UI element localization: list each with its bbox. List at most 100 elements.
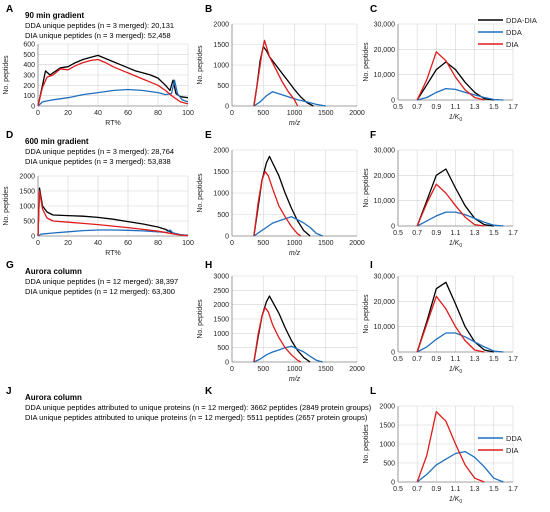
x-tick-label-c: 0.7 — [412, 104, 422, 111]
y-tick-label-b: 500 — [217, 83, 229, 90]
x-tick-label-d: 40 — [94, 240, 102, 247]
series-line-a-dia — [37, 58, 189, 107]
x-tick-label-l: 0.5 — [393, 486, 403, 493]
y-tick-label-l: 2000 — [379, 404, 395, 411]
y-tick-label-d: 0 — [31, 234, 35, 241]
y-tick-label-l: 0 — [391, 480, 395, 487]
y-axis-label-b: No. peptides — [197, 45, 204, 85]
y-tick-label-f: 30,000 — [374, 148, 396, 155]
x-tick-label-i: 1.7 — [508, 356, 518, 363]
x-axis-label-i: 1/K0 — [449, 366, 463, 375]
series-line-b-dda — [253, 91, 326, 107]
chart-f: 0 10,000 20,000 30,000 0.5 0.7 0.9 1.1 1.3 1.5 1.7… — [363, 148, 518, 250]
y-tick-label-l: 500 — [383, 461, 395, 468]
y-tick-label-e: 0 — [225, 234, 229, 241]
y-tick-label-f: 0 — [391, 224, 395, 231]
chart-d: 0 500 1000 1500 2000 0 20 40 60 80 100 RT% No. pepti… — [3, 174, 194, 258]
y-tick-label-h: 0 — [225, 360, 229, 367]
y-tick-label-b: 2000 — [213, 22, 229, 29]
x-tick-label-h: 500 — [257, 366, 269, 373]
y-tick-label-h: 2000 — [213, 302, 229, 309]
x-tick-label-c: 1.7 — [508, 104, 518, 111]
x-tick-label-c: 1.5 — [489, 104, 499, 111]
series-line-i-dda-dia — [416, 281, 494, 353]
series-line-c-dia — [416, 51, 485, 101]
series-line-e-dda-dia — [253, 155, 311, 237]
y-tick-label-e: 500 — [217, 212, 229, 219]
legend-l-label-dia: DIA — [506, 446, 519, 455]
y-tick-label-c: 10,000 — [374, 72, 396, 79]
series-line-d-dia — [37, 190, 189, 237]
x-axis-label-l: 1/K0 — [449, 496, 463, 505]
x-tick-label-d: 0 — [36, 240, 40, 247]
series-line-e-dda — [253, 216, 323, 237]
y-tick-label-b: 1500 — [213, 42, 229, 49]
y-tick-label-d: 2000 — [19, 174, 35, 181]
x-tick-label-d: 80 — [154, 240, 162, 247]
x-tick-label-l: 0.9 — [431, 486, 441, 493]
y-tick-label-i: 20,000 — [374, 299, 396, 306]
x-tick-label-c: 0.9 — [431, 104, 441, 111]
x-tick-label-h: 2000 — [349, 366, 365, 373]
y-tick-label-i: 30,000 — [374, 274, 396, 281]
y-tick-label-a: 100 — [23, 93, 35, 100]
y-axis-label-a: No. peptides — [3, 55, 10, 95]
legend: DDA-DIA DDA DIA — [478, 16, 537, 49]
x-tick-label-d: 100 — [182, 240, 194, 247]
x-tick-label-a: 40 — [94, 110, 102, 117]
series-line-d-dda-dia — [37, 187, 189, 237]
legend-label-dda: DDA — [506, 28, 522, 37]
x-tick-label-l: 1.5 — [489, 486, 499, 493]
y-axis-label-l: No. peptides — [363, 424, 370, 464]
x-tick-label-f: 0.9 — [431, 230, 441, 237]
x-tick-label-l: 0.7 — [412, 486, 422, 493]
section-title-aurora: Aurora column — [25, 267, 82, 276]
chart-c: 0 10,000 20,000 30,000 0.5 0.7 0.9 1.1 1.3 1.5 1.7… — [363, 22, 518, 124]
x-tick-label-e: 1000 — [287, 240, 303, 247]
x-tick-label-l: 1.3 — [470, 486, 480, 493]
x-axis-label-b: m/z — [289, 120, 301, 127]
y-tick-label-a: 600 — [23, 42, 35, 49]
y-tick-label-d: 1500 — [19, 189, 35, 196]
x-tick-label-f: 0.5 — [393, 230, 403, 237]
x-tick-label-f: 1.5 — [489, 230, 499, 237]
section-line-aurora-dda: DDA unique peptides (n = 12 merged): 38,… — [25, 277, 178, 286]
y-tick-label-b: 1000 — [213, 63, 229, 70]
y-tick-label-l: 1500 — [379, 423, 395, 430]
series-line-i-dda — [416, 332, 504, 353]
x-tick-label-d: 60 — [124, 240, 132, 247]
y-tick-label-e: 1500 — [213, 169, 229, 176]
series-line-f-dda — [416, 211, 504, 227]
x-tick-label-c: 1.1 — [451, 104, 461, 111]
series-line-l-dda — [416, 450, 504, 483]
x-axis-label-h: m/z — [289, 376, 301, 383]
section-line-600min-dda: DDA unique peptides (n = 3 merged): 28,7… — [25, 147, 174, 156]
y-tick-label-c: 30,000 — [374, 22, 396, 29]
y-tick-label-e: 2000 — [213, 148, 229, 155]
x-tick-label-b: 1000 — [287, 110, 303, 117]
section-title-aurora-unique: Aurora column — [25, 393, 82, 402]
section-title-90min: 90 min gradient — [25, 11, 84, 20]
x-tick-label-b: 0 — [230, 110, 234, 117]
x-tick-label-l: 1.1 — [451, 486, 461, 493]
x-tick-label-b: 500 — [257, 110, 269, 117]
x-tick-label-i: 0.5 — [393, 356, 403, 363]
x-tick-label-f: 1.1 — [451, 230, 461, 237]
legend-label-dia: DIA — [506, 40, 519, 49]
x-tick-label-f: 1.3 — [470, 230, 480, 237]
panel-letter-l: L — [370, 386, 376, 397]
x-tick-label-e: 1500 — [318, 240, 334, 247]
y-tick-label-h: 500 — [217, 345, 229, 352]
series-line-l-dia — [416, 411, 485, 483]
y-tick-label-a: 500 — [23, 52, 35, 59]
y-axis-label-h: No. peptides — [197, 299, 204, 339]
x-tick-label-h: 0 — [230, 366, 234, 373]
section-line-aurora-dia: DIA unique peptides (n = 12 merged): 63,… — [25, 287, 175, 296]
x-axis-label-c: 1/K0 — [449, 114, 463, 123]
chart-a: 0 100 200 300 400 500 600 0 20 40 60 80 100 RT% No. pe… — [3, 42, 194, 128]
series-line-b-dia — [253, 39, 299, 107]
panel-letter-k: K — [205, 386, 213, 397]
x-axis-label-a: RT% — [105, 120, 120, 127]
x-tick-label-a: 60 — [124, 110, 132, 117]
